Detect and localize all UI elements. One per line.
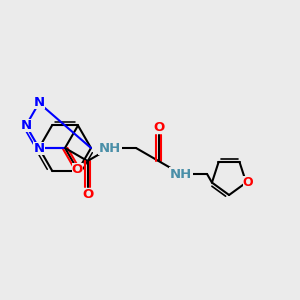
Text: NH: NH: [99, 142, 121, 154]
Text: N: N: [20, 119, 32, 132]
Text: N: N: [33, 142, 45, 154]
Text: O: O: [82, 188, 93, 201]
Text: N: N: [33, 97, 45, 110]
Text: O: O: [153, 121, 164, 134]
Text: O: O: [243, 176, 254, 189]
Text: NH: NH: [170, 167, 192, 181]
Text: O: O: [72, 163, 83, 176]
